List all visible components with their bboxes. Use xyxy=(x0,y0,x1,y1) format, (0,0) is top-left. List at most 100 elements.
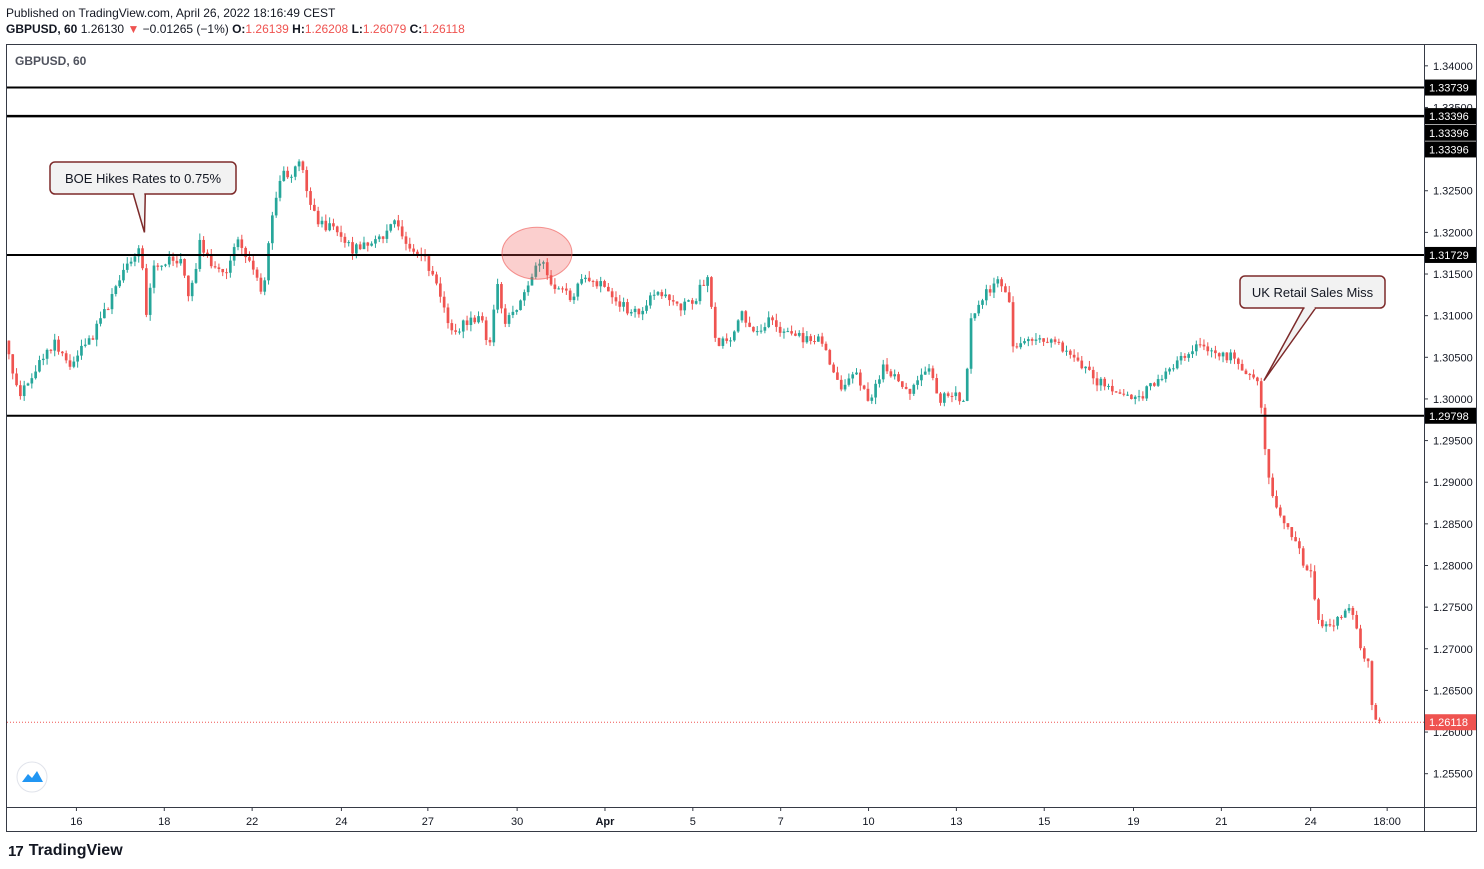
candle-body xyxy=(771,317,774,321)
candle-body xyxy=(671,300,675,302)
symbol-label[interactable]: GBPUSD, 60 xyxy=(6,22,78,36)
candle-body xyxy=(225,272,228,274)
tradingview-logo[interactable]: 17 TradingView xyxy=(8,842,123,860)
candle-body xyxy=(1084,366,1087,369)
candle-body xyxy=(133,256,137,262)
candle-body xyxy=(939,393,942,403)
candle-body xyxy=(1141,396,1145,399)
candle-body xyxy=(1236,358,1240,364)
candle-body xyxy=(568,290,572,301)
candle-body xyxy=(858,372,862,386)
candle-body xyxy=(431,270,435,275)
candle-body xyxy=(377,236,381,240)
candle-body xyxy=(1026,339,1030,342)
candle-body xyxy=(763,327,767,331)
candle-body xyxy=(599,281,603,287)
candle-body xyxy=(83,344,87,346)
candle-body xyxy=(473,317,477,323)
candle-body xyxy=(1244,370,1248,375)
candle-body xyxy=(1362,648,1366,659)
candle-body xyxy=(782,331,786,333)
candle-body xyxy=(496,284,499,310)
candle-body xyxy=(271,215,274,244)
candle-body xyxy=(633,308,637,313)
candle-body xyxy=(1160,378,1164,380)
highlight-circle[interactable] xyxy=(501,226,573,280)
candle-body xyxy=(832,364,835,373)
candle-body xyxy=(484,320,488,341)
candle-body xyxy=(15,373,18,386)
candle-body xyxy=(1267,449,1271,478)
candle-body xyxy=(400,226,404,237)
candle-body xyxy=(503,308,507,324)
x-tick-label: 22 xyxy=(246,816,258,828)
candle-body xyxy=(156,265,160,267)
candle-body xyxy=(526,285,530,293)
candle-body xyxy=(1168,368,1171,372)
candle-body xyxy=(167,256,171,265)
price-label-text: 1.33396 xyxy=(1429,111,1469,123)
tv-badge[interactable] xyxy=(16,761,48,793)
chart-frame[interactable]: GBPUSD, 601.340001.335001.330001.325001.… xyxy=(6,44,1477,832)
candle-body xyxy=(687,300,690,302)
candle-body xyxy=(1118,392,1122,394)
candle-body xyxy=(1023,341,1026,344)
candle-body xyxy=(530,276,534,286)
candle-body xyxy=(561,288,564,290)
candle-body xyxy=(649,295,652,306)
candle-body xyxy=(607,286,610,292)
candle-body xyxy=(694,301,698,304)
candle-body xyxy=(626,302,629,314)
candle-body xyxy=(1256,377,1259,382)
candle-body xyxy=(713,306,717,338)
candle-body xyxy=(1294,537,1297,542)
candle-body xyxy=(1007,292,1011,303)
candle-body xyxy=(110,294,114,310)
candle-body xyxy=(389,224,393,231)
candle-body xyxy=(1038,338,1042,340)
candle-body xyxy=(912,384,916,394)
candle-body xyxy=(603,281,606,287)
price-label-badge xyxy=(1425,407,1476,424)
y-tick-label: 1.27000 xyxy=(1433,644,1473,656)
candle-body xyxy=(45,349,49,359)
candle-body xyxy=(492,309,496,343)
candle-body xyxy=(38,360,41,372)
candle-body xyxy=(855,372,858,375)
candle-body xyxy=(500,284,503,309)
candle-body xyxy=(122,269,125,281)
candle-body xyxy=(664,294,667,297)
x-tick-label: 5 xyxy=(690,816,696,828)
candle-body xyxy=(931,368,935,379)
candle-body xyxy=(1217,353,1221,357)
ohlc-legend: GBPUSD, 60 1.26130 ▼ −0.01265 (−1%) O:1.… xyxy=(6,22,465,36)
candle-body xyxy=(1053,339,1057,342)
candle-body xyxy=(622,302,625,307)
candle-body xyxy=(1355,614,1359,629)
candle-body xyxy=(1126,394,1129,396)
price-chart[interactable]: GBPUSD, 601.340001.335001.330001.325001.… xyxy=(7,45,1476,831)
candle-body xyxy=(41,358,45,361)
y-tick-label: 1.30000 xyxy=(1433,394,1473,406)
candle-body xyxy=(794,333,797,336)
price-label-badge xyxy=(1425,141,1476,158)
candle-body xyxy=(106,309,110,311)
candle-body xyxy=(393,220,396,225)
candle-body xyxy=(847,378,851,385)
candle-body xyxy=(1122,393,1126,395)
candle-body xyxy=(1221,352,1225,357)
candle-body xyxy=(95,323,99,340)
candle-body xyxy=(236,239,240,248)
candle-body xyxy=(587,277,591,282)
candle-body xyxy=(996,279,1000,284)
low-label: L: xyxy=(351,22,363,36)
candle-body xyxy=(244,247,247,258)
candle-body xyxy=(755,331,759,333)
candle-body xyxy=(1137,396,1141,398)
candle-body xyxy=(538,263,541,266)
candle-body xyxy=(916,380,919,385)
candle-body xyxy=(584,277,587,280)
price-label-badge xyxy=(1425,108,1476,125)
candle-body xyxy=(1324,624,1328,627)
candle-body xyxy=(1072,354,1076,358)
